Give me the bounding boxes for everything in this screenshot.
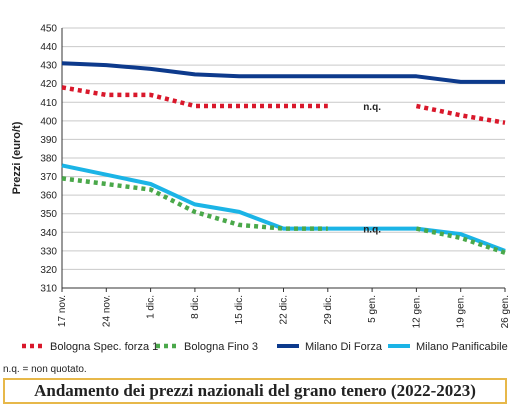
y-tick-label: 400	[40, 116, 57, 127]
y-tick-label: 430	[40, 61, 57, 72]
y-tick-label: 450	[40, 24, 57, 35]
y-tick-label: 310	[40, 284, 57, 295]
x-tick-label: 15 dic.	[234, 295, 245, 324]
axes	[61, 28, 506, 292]
x-tick-label: 1 dic.	[146, 295, 157, 319]
y-tick-label: 370	[40, 172, 57, 183]
y-tick-labels: 310 320 330 340 350 360 370 380 390 400 410 420 430 4…	[40, 24, 57, 295]
chart-caption: Andamento dei prezzi nazionali del grano…	[34, 381, 476, 400]
y-tick-label: 390	[40, 135, 57, 146]
y-tick-label: 350	[40, 209, 57, 220]
footnote: n.q. = non quotato.	[3, 364, 87, 375]
x-tick-label: 22 dic.	[279, 295, 290, 324]
legend-label: Milano Di Forza	[305, 341, 383, 353]
grid-lines	[62, 27, 505, 289]
x-tick-label: 8 dic.	[190, 295, 201, 319]
series-line	[61, 61, 505, 84]
y-tick-label: 440	[40, 42, 57, 53]
x-tick-label: 19 gen.	[456, 295, 467, 328]
series-line	[415, 103, 506, 125]
series-line	[61, 176, 328, 231]
y-tick-label: 360	[40, 191, 57, 202]
annotation-label: n.q.	[363, 225, 381, 236]
series-line	[61, 85, 328, 109]
caption-bar: Andamento dei prezzi nazionali del grano…	[3, 378, 507, 404]
legend-label: Bologna Fino 3	[184, 341, 258, 353]
series-lines	[61, 61, 506, 255]
y-tick-label: 420	[40, 79, 57, 90]
y-tick-label: 410	[40, 98, 57, 109]
y-tick-label: 380	[40, 154, 57, 165]
y-tick-label: 340	[40, 228, 57, 239]
x-tick-label: 29 dic.	[323, 295, 334, 324]
annotation-label: n.q.	[363, 102, 381, 113]
x-tick-label: 5 gen.	[367, 295, 378, 323]
x-tick-label: 24 nov.	[101, 295, 112, 327]
x-tick-label: 12 gen.	[411, 295, 422, 328]
annotations: n.q. n.q.	[363, 102, 381, 236]
y-tick-label: 330	[40, 246, 57, 257]
y-tick-label: 320	[40, 265, 57, 276]
series-line	[61, 163, 506, 253]
x-tick-label: 17 nov.	[57, 295, 68, 327]
x-tick-labels: 17 nov. 24 nov. 1 dic. 8 dic. 15 dic. 22 dic.…	[57, 295, 511, 328]
x-tick-label: 26 gen.	[500, 295, 511, 328]
legend-label: Bologna Spec. forza 1	[50, 341, 158, 353]
y-axis-label: Prezzi (euro/t)	[11, 121, 23, 194]
legend: Bologna Spec. forza 1 Bologna Fino 3 Milan…	[22, 341, 508, 353]
legend-label: Milano Panificabile	[416, 341, 508, 353]
